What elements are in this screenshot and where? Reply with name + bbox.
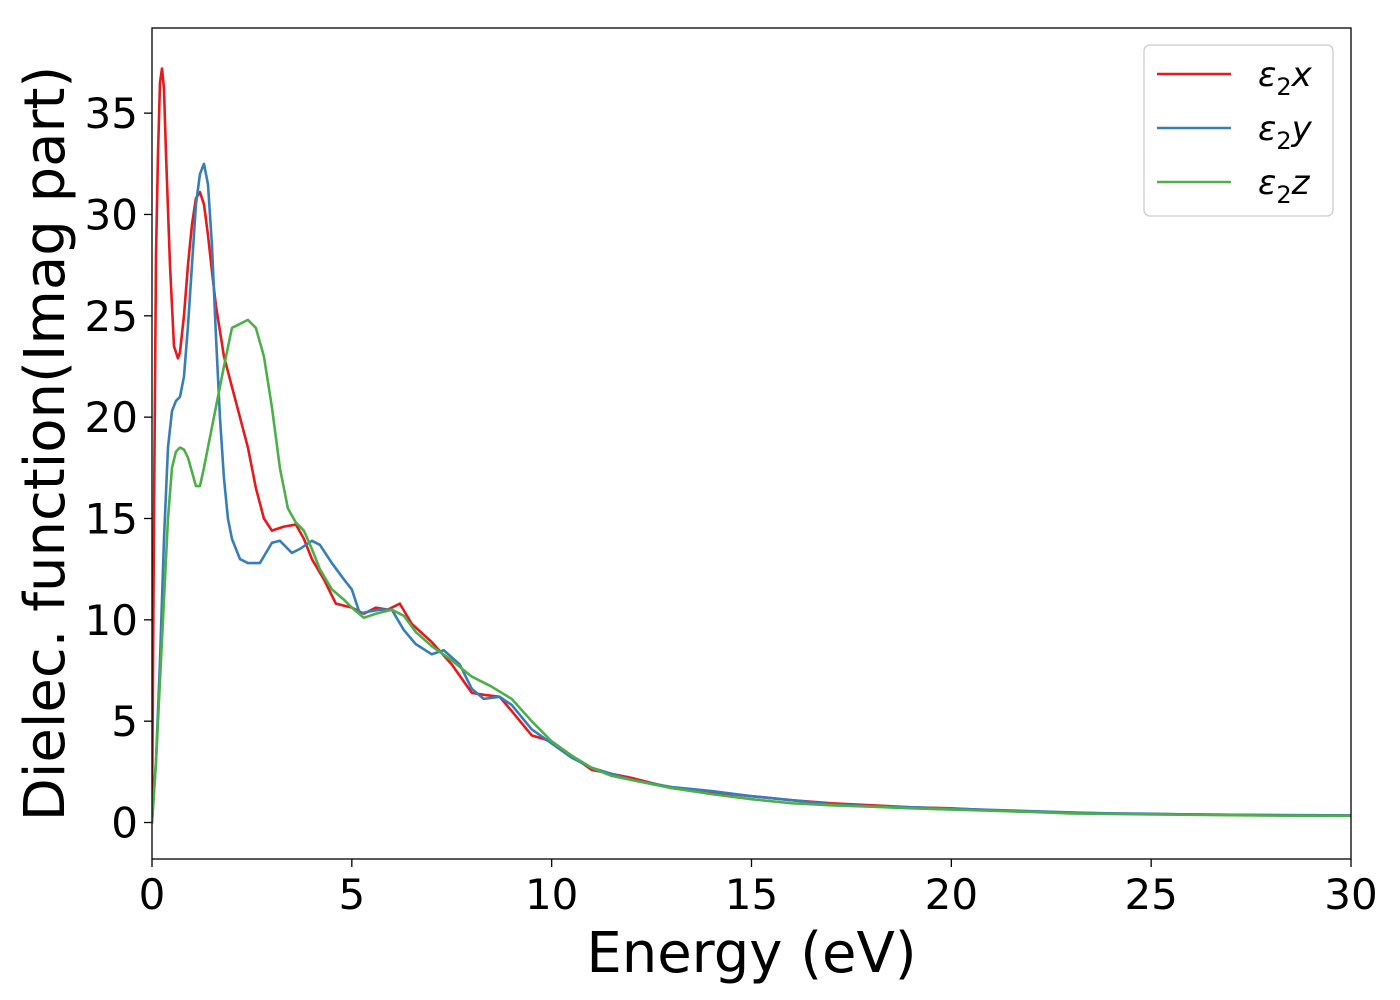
y-axis-label: Dielec. function(Imag part) — [13, 66, 78, 822]
y-tick-label: 35 — [85, 89, 138, 138]
x-tick-label: 15 — [725, 870, 778, 919]
legend-box — [1143, 44, 1334, 217]
legend-label: ε2z — [1258, 163, 1311, 209]
y-tick-label: 10 — [85, 596, 138, 645]
x-tick-label: 0 — [139, 870, 166, 919]
legend-symbol: ε — [1258, 163, 1276, 203]
legend-item-x: ε2x — [1157, 55, 1313, 101]
series-line-y — [152, 162, 1351, 824]
y-tick-label: 0 — [111, 799, 138, 848]
legend-item-y: ε2y — [1157, 109, 1313, 155]
x-tick-label: 10 — [525, 870, 578, 919]
y-tick-label: 15 — [85, 494, 138, 543]
x-tick-label: 25 — [1124, 870, 1177, 919]
legend-symbol: ε — [1258, 109, 1276, 149]
legend-symbol: ε — [1258, 55, 1276, 95]
x-tick-label: 30 — [1324, 870, 1377, 919]
legend-component: x — [1291, 55, 1313, 95]
legend-subscript: 2 — [1276, 127, 1291, 155]
series-lines — [152, 67, 1351, 824]
legend-label: ε2y — [1258, 109, 1313, 155]
y-axis-ticks: 0 5 10 15 20 25 30 35 — [85, 89, 152, 848]
y-tick-label: 5 — [111, 697, 138, 746]
series-line-z — [152, 318, 1351, 824]
y-tick-label: 20 — [85, 393, 138, 442]
legend-item-z: ε2z — [1157, 163, 1311, 209]
x-axis-ticks: 0 5 10 15 20 25 30 — [139, 859, 1378, 919]
legend-component: y — [1291, 109, 1313, 149]
x-tick-label: 5 — [338, 870, 365, 919]
y-tick-label: 30 — [85, 190, 138, 239]
legend-label: ε2x — [1258, 55, 1313, 101]
x-tick-label: 20 — [925, 870, 978, 919]
x-axis-label: Energy (eV) — [586, 921, 916, 986]
y-tick-label: 25 — [85, 292, 138, 341]
legend-component: z — [1291, 163, 1311, 203]
legend-subscript: 2 — [1276, 181, 1291, 209]
legend-subscript: 2 — [1276, 73, 1291, 101]
